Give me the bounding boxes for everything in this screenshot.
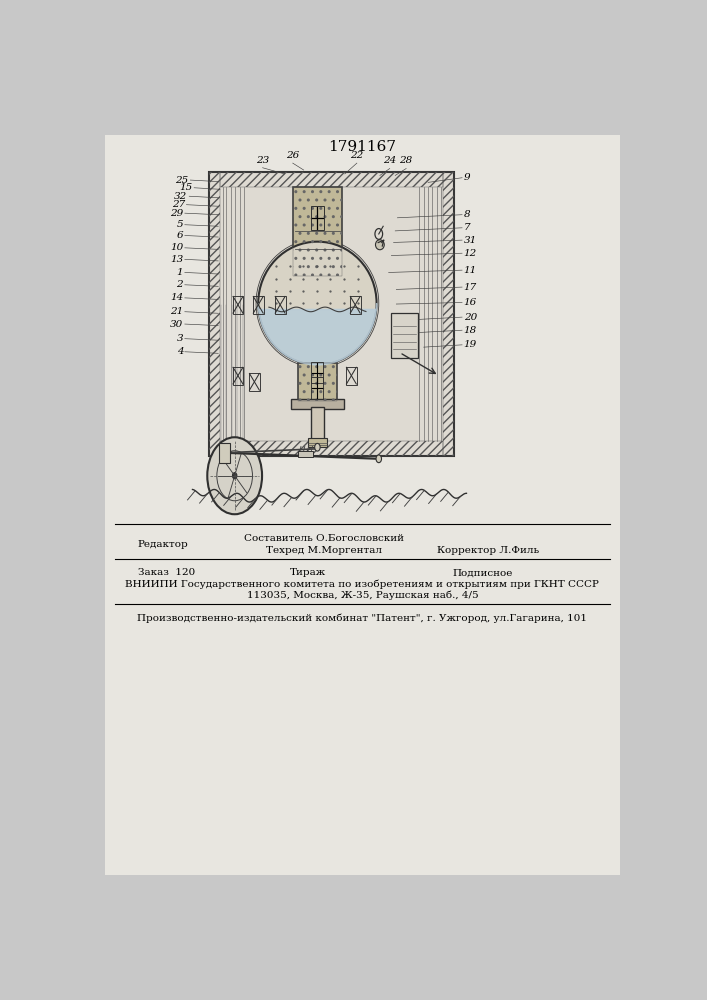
Bar bbox=[233, 367, 243, 385]
Ellipse shape bbox=[375, 240, 385, 250]
Bar bbox=[308, 438, 327, 447]
Ellipse shape bbox=[315, 443, 320, 451]
Polygon shape bbox=[258, 303, 377, 365]
Bar bbox=[350, 296, 361, 314]
Text: 1: 1 bbox=[177, 268, 183, 277]
Bar bbox=[209, 172, 220, 456]
Text: 24: 24 bbox=[383, 156, 397, 165]
Ellipse shape bbox=[233, 473, 237, 479]
Text: Корректор Л.Филь: Корректор Л.Филь bbox=[438, 546, 539, 555]
Bar bbox=[311, 362, 323, 383]
Text: 23: 23 bbox=[256, 156, 269, 165]
Bar bbox=[293, 187, 342, 276]
Text: 32: 32 bbox=[175, 192, 187, 201]
Text: Производственно-издательский комбинат "Патент", г. Ужгород, ул.Гагарина, 101: Производственно-издательский комбинат "П… bbox=[137, 613, 588, 623]
Text: 11: 11 bbox=[464, 266, 477, 275]
Ellipse shape bbox=[207, 437, 262, 514]
Ellipse shape bbox=[376, 455, 382, 463]
Text: 12: 12 bbox=[464, 249, 477, 258]
Bar bbox=[233, 296, 243, 314]
Text: 19: 19 bbox=[464, 340, 477, 349]
Text: 30: 30 bbox=[170, 320, 183, 329]
Bar bbox=[249, 373, 259, 391]
Text: 5: 5 bbox=[177, 220, 183, 229]
Text: Редактор: Редактор bbox=[138, 540, 189, 549]
Text: 6: 6 bbox=[177, 231, 183, 240]
Text: 29: 29 bbox=[170, 209, 183, 218]
Text: 14: 14 bbox=[170, 293, 183, 302]
Text: 26: 26 bbox=[286, 151, 299, 160]
Bar bbox=[346, 367, 357, 385]
Bar bbox=[298, 363, 337, 401]
Text: 22: 22 bbox=[350, 151, 363, 160]
Text: 21: 21 bbox=[170, 307, 183, 316]
Bar bbox=[443, 172, 455, 456]
Text: 28: 28 bbox=[399, 156, 413, 165]
Text: 13: 13 bbox=[170, 255, 183, 264]
Text: 17: 17 bbox=[464, 283, 477, 292]
Bar bbox=[311, 206, 324, 230]
Text: 25: 25 bbox=[175, 176, 189, 185]
Text: 2: 2 bbox=[177, 280, 183, 289]
Bar bbox=[291, 399, 344, 409]
Text: Составитель О.Богословский: Составитель О.Богословский bbox=[244, 534, 404, 543]
Bar bbox=[311, 407, 324, 440]
Bar bbox=[220, 172, 443, 187]
Text: Подписное: Подписное bbox=[452, 568, 513, 577]
Bar bbox=[275, 296, 286, 314]
Bar bbox=[218, 443, 230, 463]
Bar bbox=[220, 441, 443, 456]
Bar bbox=[253, 296, 264, 314]
Ellipse shape bbox=[226, 449, 230, 456]
Text: Техред М.Моргентал: Техред М.Моргентал bbox=[266, 546, 382, 555]
Text: 1791167: 1791167 bbox=[328, 140, 397, 154]
Text: Заказ  120: Заказ 120 bbox=[138, 568, 195, 577]
Ellipse shape bbox=[258, 242, 377, 365]
Bar bbox=[298, 363, 337, 401]
Text: 9: 9 bbox=[464, 173, 470, 182]
Text: ВНИИПИ Государственного комитета по изобретениям и открытиям при ГКНТ СССР: ВНИИПИ Государственного комитета по изоб… bbox=[125, 580, 600, 589]
Bar bbox=[298, 451, 313, 457]
Text: 7: 7 bbox=[464, 223, 470, 232]
Text: 15: 15 bbox=[180, 183, 192, 192]
Bar bbox=[209, 172, 455, 456]
Bar bbox=[392, 313, 418, 358]
Bar bbox=[311, 377, 323, 399]
Text: 20: 20 bbox=[464, 313, 477, 322]
Text: 31: 31 bbox=[464, 236, 477, 245]
Text: 27: 27 bbox=[172, 200, 185, 209]
Text: 16: 16 bbox=[464, 298, 477, 307]
Text: Тираж: Тираж bbox=[289, 568, 326, 577]
Text: 8: 8 bbox=[464, 210, 470, 219]
Text: 10: 10 bbox=[170, 243, 183, 252]
Text: 4: 4 bbox=[177, 347, 183, 356]
Text: 3: 3 bbox=[177, 334, 183, 343]
Bar bbox=[293, 187, 342, 276]
Text: 18: 18 bbox=[464, 326, 477, 335]
Text: 113035, Москва, Ж-35, Раушская наб., 4/5: 113035, Москва, Ж-35, Раушская наб., 4/5 bbox=[247, 590, 478, 600]
